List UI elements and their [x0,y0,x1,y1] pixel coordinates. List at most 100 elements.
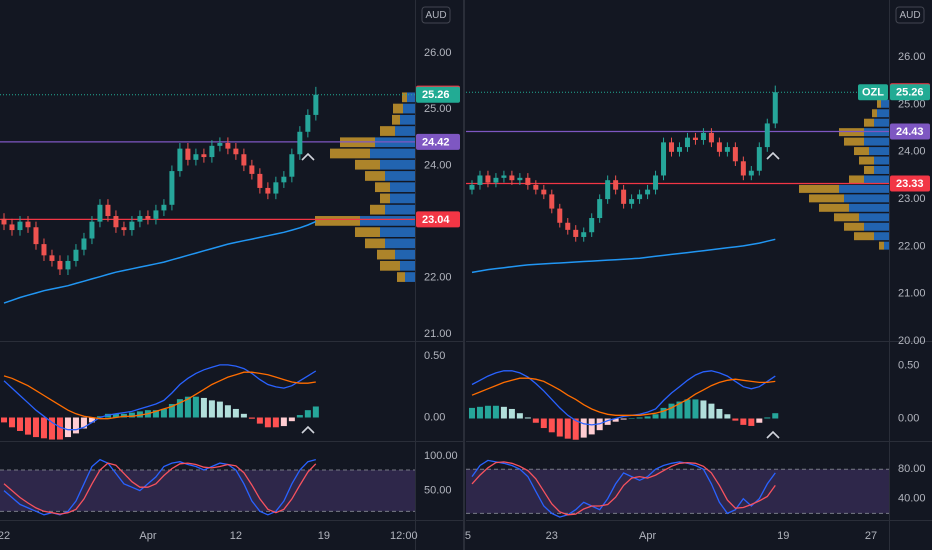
candle-body [225,143,231,149]
macd-line [3,364,317,431]
candle-body [177,148,183,172]
macd-histogram-bar [692,399,699,419]
currency-label: AUD [425,10,446,21]
profile-up [380,159,415,170]
candle-body [525,177,531,185]
profile-up [869,147,889,156]
profile-down [879,241,884,250]
symbol-label: OZL [862,87,884,99]
profile-up [390,193,415,204]
y-tick-label: 80.00 [898,463,926,475]
macd-histogram-bar [524,417,531,419]
macd-histogram-bar [516,413,523,419]
main-pane [466,85,889,274]
profile-up [884,241,889,250]
signal-chevron [301,425,315,434]
macd-histogram-bar [8,417,15,428]
candle-body [676,147,682,152]
signal-chevron [301,152,315,161]
candle-body [517,177,523,181]
profile-down [380,193,390,204]
macd-histogram-bar [700,400,707,419]
profile-down [859,156,874,165]
profile-up [385,238,415,249]
stoch-d-line [3,462,317,515]
candle-body [756,147,762,171]
profile-down [315,216,360,226]
candle-body [209,145,215,158]
profile-down [799,184,839,193]
candle-body [281,176,287,183]
moving-average [3,220,317,304]
macd-histogram-bar [764,417,771,419]
candle-body [121,227,127,231]
macd-histogram-bar [208,400,215,418]
x-tick-label: Apr [639,530,656,542]
candle-body [557,208,563,223]
macd-histogram-bar [652,414,659,419]
y-tick-label: 0.50 [424,350,445,362]
y-tick-label: 0.50 [898,359,919,371]
profile-down [375,182,390,193]
candle-body [161,204,167,211]
candle-body [708,132,714,143]
macd-histogram-bar [668,403,675,419]
macd-histogram-bar [32,417,39,438]
macd-histogram-bar [572,418,579,440]
profile-down [393,103,403,114]
profile-up [360,216,415,226]
candle-body [669,142,675,152]
candle-body [621,189,627,204]
candle-body [289,154,295,177]
macd-histogram-bar [556,418,563,437]
macd-histogram-bar [0,417,7,423]
profile-down [330,148,370,159]
profile-up [403,103,415,114]
macd-histogram-bar [80,417,87,429]
profile-down [844,137,864,146]
macd-histogram-bar [240,413,247,418]
macd-histogram-bar [288,417,295,422]
profile-down [355,159,380,170]
y-tick-label: 40.00 [898,493,926,505]
macd-histogram-bar [24,417,31,435]
macd-histogram-bar [484,405,491,419]
candle-body [692,137,698,140]
candle-body [573,229,579,237]
stoch-band [0,469,415,512]
macd-histogram-bar [16,417,23,431]
macd-histogram-bar [176,399,183,418]
profile-down [864,166,874,174]
candle-body [17,221,23,231]
y-tick-label: 100.00 [424,450,458,462]
macd-histogram-bar [548,418,555,433]
profile-up [864,137,889,146]
candle-body [1,218,7,225]
macd-histogram-bar [40,417,47,439]
profile-up [390,182,415,193]
x-tick-label: 12:00 [390,530,418,542]
macd-histogram-bar [716,408,723,419]
macd-histogram-bar [588,418,595,435]
price-label-box [890,84,930,101]
candle-body [153,210,159,219]
stoch-d-line [471,461,776,516]
macd-histogram-bar [740,418,747,425]
profile-up [864,175,889,184]
macd-histogram-bar [676,401,683,419]
candle-body [65,260,71,270]
profile-down [365,238,385,249]
macd-histogram-bar [88,417,95,423]
candle-body [297,131,303,155]
candle-body [637,194,643,200]
macd-histogram-bar [540,418,547,429]
currency-label: AUD [899,10,920,21]
profile-down [809,194,844,203]
x-tick-label: 19 [318,530,330,542]
profile-up [877,109,889,118]
macd-histogram-bar [708,403,715,419]
x-tick-label: 5 [465,530,471,542]
price-label: 25.26 [896,87,924,99]
profile-up [400,260,415,271]
